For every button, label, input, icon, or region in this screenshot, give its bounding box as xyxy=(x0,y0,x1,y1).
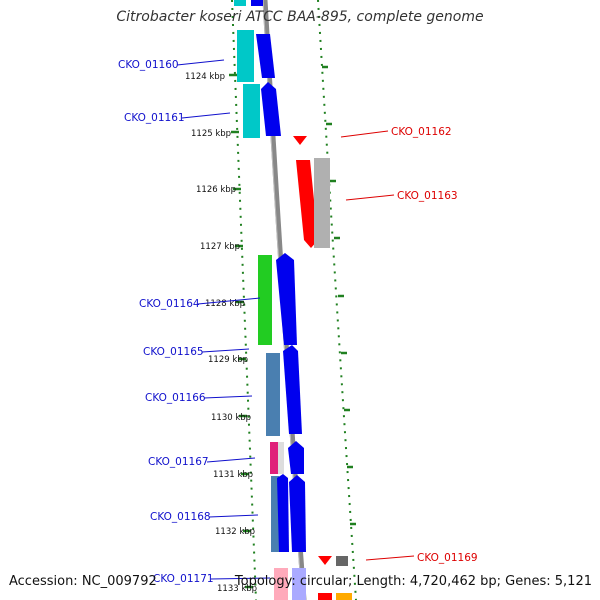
tick-label: 1130 kbp xyxy=(211,413,251,423)
tick-label: 1131 kbp xyxy=(213,470,253,480)
ruler-right-ticks xyxy=(322,65,356,526)
tick-label: 1133 kbp xyxy=(217,584,257,594)
gene-label-left[interactable]: CKO_01164 xyxy=(139,298,200,310)
cds-reverse xyxy=(293,136,307,145)
gene-label-left[interactable]: CKO_01161 xyxy=(124,112,185,124)
genome-title: Citrobacter koseri ATCC BAA-895, complet… xyxy=(116,9,484,25)
tick-label: 1124 kbp xyxy=(185,72,225,82)
right-gene-labels: CKO_01162 CKO_01163 CKO_01169 xyxy=(340,126,478,564)
tick-label: 1128 kbp xyxy=(205,299,245,309)
gene-label-left[interactable]: CKO_01165 xyxy=(143,346,204,358)
gene-label-left[interactable]: CKO_01160 xyxy=(118,59,179,71)
tick-label: 1125 kbp xyxy=(191,129,231,139)
cog-feature-track xyxy=(234,0,288,600)
tick-label: 1129 kbp xyxy=(208,355,248,365)
gene-label-left[interactable]: CKO_01166 xyxy=(145,392,206,404)
genome-summary-text: Topology: circular; Length: 4,720,462 bp… xyxy=(234,574,592,589)
accession-text: Accession: NC_009792 xyxy=(9,574,157,589)
gene-label-left[interactable]: CKO_01167 xyxy=(148,456,209,468)
tick-label: 1132 kbp xyxy=(215,527,255,537)
cds-arrows-forward xyxy=(251,0,306,600)
gene-label-right[interactable]: CKO_01163 xyxy=(397,190,458,202)
ruler-major-ticks xyxy=(229,73,253,589)
gene-label-left[interactable]: CKO_01171 xyxy=(153,573,214,585)
gene-label-right[interactable]: CKO_01169 xyxy=(417,552,478,564)
right-ruler-line xyxy=(317,0,357,600)
cds-reverse xyxy=(296,160,318,248)
gene-label-left[interactable]: CKO_01168 xyxy=(150,511,211,523)
tick-label: 1127 kbp xyxy=(200,242,240,252)
tick-label: 1126 kbp xyxy=(196,185,236,195)
left-gene-labels: CKO_01160 CKO_01161 CKO_01164 CKO_01165 … xyxy=(118,59,271,585)
gene-label-right[interactable]: CKO_01162 xyxy=(391,126,452,138)
cds-arrows-reverse xyxy=(293,136,352,600)
ruler-tick-labels: 1124 kbp 1125 kbp 1126 kbp 1127 kbp 1128… xyxy=(185,72,257,594)
